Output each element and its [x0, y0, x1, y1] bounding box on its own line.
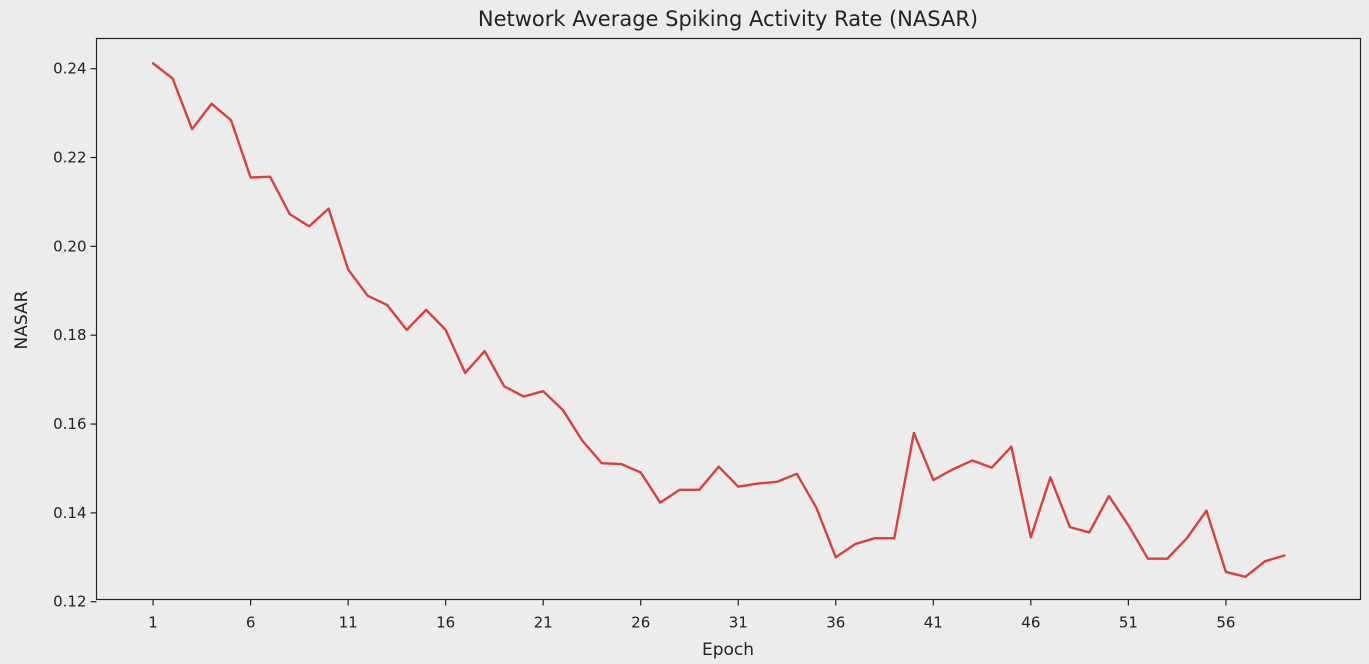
x-axis-label: Epoch: [702, 640, 754, 660]
x-tick-label: 6: [246, 614, 256, 632]
chart-title: Network Average Spiking Activity Rate (N…: [478, 7, 978, 31]
y-axis: 0.12 0.14 0.16 0.18 0.20 0.22 0.24: [53, 60, 97, 611]
plot-area: [151, 62, 1286, 579]
y-tick-label: 0.24: [53, 60, 86, 78]
x-tick-label: 11: [339, 614, 358, 632]
y-tick-label: 0.18: [53, 326, 86, 344]
x-tick-label: 51: [1119, 614, 1138, 632]
y-tick-label: 0.20: [53, 237, 86, 255]
x-tick-label: 41: [924, 614, 943, 632]
y-tick-label: 0.22: [53, 149, 86, 167]
y-tick-label: 0.16: [53, 415, 86, 433]
plot-frame: [95, 37, 1362, 601]
y-tick-label: 0.14: [53, 504, 86, 522]
y-tick-label: 0.12: [53, 593, 86, 611]
x-tick-label: 16: [436, 614, 455, 632]
x-tick-label: 56: [1216, 614, 1235, 632]
x-tick-label: 31: [729, 614, 748, 632]
series-line: [151, 62, 1286, 579]
x-axis: 1 6 11 16 21 26 31 36 41 46 51 56: [148, 599, 1235, 632]
x-tick-label: 36: [826, 614, 845, 632]
x-tick-label: 26: [631, 614, 650, 632]
y-axis-label: NASAR: [12, 290, 32, 349]
x-tick-label: 1: [148, 614, 158, 632]
x-tick-label: 21: [534, 614, 553, 632]
x-tick-label: 46: [1021, 614, 1040, 632]
